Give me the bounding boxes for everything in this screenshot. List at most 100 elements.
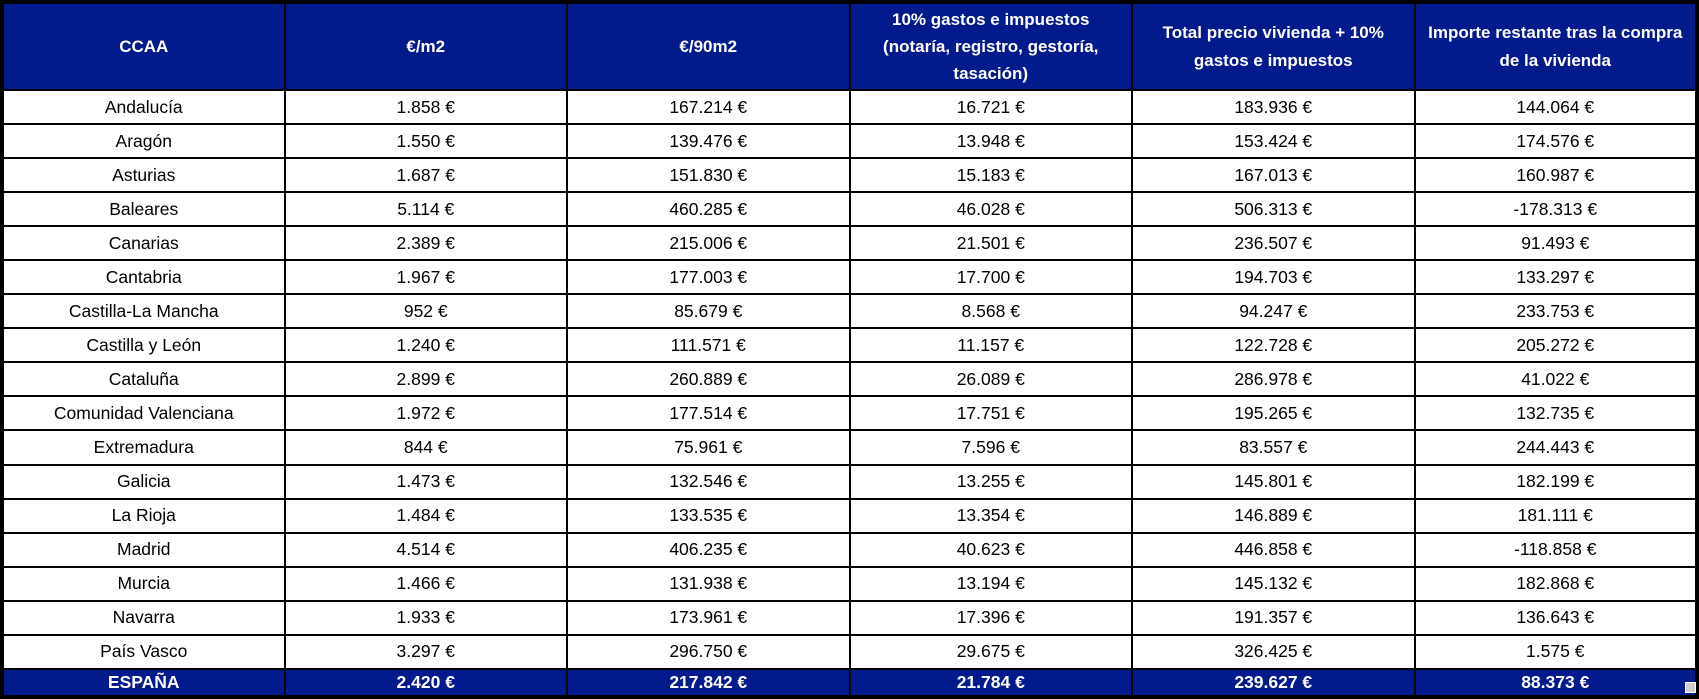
value-cell[interactable]: 122.728 € <box>1131 327 1416 364</box>
value-cell[interactable]: 286.978 € <box>1131 361 1416 398</box>
value-cell[interactable]: 145.801 € <box>1131 463 1416 500</box>
value-cell[interactable]: 83.557 € <box>1131 429 1416 466</box>
value-cell[interactable]: 177.003 € <box>566 259 851 296</box>
value-cell[interactable]: 46.028 € <box>848 191 1133 228</box>
value-cell[interactable]: 21.501 € <box>848 225 1133 262</box>
value-cell[interactable]: 844 € <box>283 429 568 466</box>
value-cell[interactable]: 13.948 € <box>848 123 1133 160</box>
value-cell[interactable]: 17.700 € <box>848 259 1133 296</box>
value-cell[interactable]: 215.006 € <box>566 225 851 262</box>
value-cell[interactable]: 132.735 € <box>1413 395 1698 432</box>
value-cell[interactable]: 167.214 € <box>566 88 851 126</box>
column-header-2[interactable]: €/90m2 <box>566 1 851 91</box>
value-cell[interactable]: 191.357 € <box>1131 599 1416 636</box>
value-cell[interactable]: 17.396 € <box>848 599 1133 636</box>
value-cell[interactable]: 506.313 € <box>1131 191 1416 228</box>
value-cell[interactable]: 233.753 € <box>1413 293 1698 330</box>
region-name-cell[interactable]: Andalucía <box>1 88 286 126</box>
value-cell[interactable]: -118.858 € <box>1413 531 1698 568</box>
value-cell[interactable]: 41.022 € <box>1413 361 1698 398</box>
value-cell[interactable]: 1.575 € <box>1413 633 1698 671</box>
value-cell[interactable]: 160.987 € <box>1413 157 1698 194</box>
value-cell[interactable]: 1.240 € <box>283 327 568 364</box>
value-cell[interactable]: 7.596 € <box>848 429 1133 466</box>
total-value-cell[interactable]: 239.627 € <box>1131 668 1416 698</box>
value-cell[interactable]: 29.675 € <box>848 633 1133 671</box>
region-name-cell[interactable]: Cantabria <box>1 259 286 296</box>
region-name-cell[interactable]: Extremadura <box>1 429 286 466</box>
value-cell[interactable]: 446.858 € <box>1131 531 1416 568</box>
value-cell[interactable]: 260.889 € <box>566 361 851 398</box>
value-cell[interactable]: 182.868 € <box>1413 565 1698 602</box>
value-cell[interactable]: 13.194 € <box>848 565 1133 602</box>
value-cell[interactable]: 194.703 € <box>1131 259 1416 296</box>
value-cell[interactable]: 11.157 € <box>848 327 1133 364</box>
total-value-cell[interactable]: 88.373 € <box>1413 668 1698 698</box>
total-row-label-cell[interactable]: ESPAÑA <box>1 668 286 698</box>
value-cell[interactable]: 4.514 € <box>283 531 568 568</box>
region-name-cell[interactable]: Aragón <box>1 123 286 160</box>
value-cell[interactable]: 91.493 € <box>1413 225 1698 262</box>
value-cell[interactable]: 111.571 € <box>566 327 851 364</box>
value-cell[interactable]: 17.751 € <box>848 395 1133 432</box>
total-value-cell[interactable]: 2.420 € <box>283 668 568 698</box>
column-header-1[interactable]: €/m2 <box>283 1 568 91</box>
value-cell[interactable]: 1.687 € <box>283 157 568 194</box>
region-name-cell[interactable]: Comunidad Valenciana <box>1 395 286 432</box>
value-cell[interactable]: 94.247 € <box>1131 293 1416 330</box>
value-cell[interactable]: 146.889 € <box>1131 497 1416 534</box>
value-cell[interactable]: 132.546 € <box>566 463 851 500</box>
column-header-4[interactable]: Total precio vivienda + 10% gastos e imp… <box>1131 1 1416 91</box>
value-cell[interactable]: -178.313 € <box>1413 191 1698 228</box>
region-name-cell[interactable]: Madrid <box>1 531 286 568</box>
value-cell[interactable]: 133.297 € <box>1413 259 1698 296</box>
value-cell[interactable]: 136.643 € <box>1413 599 1698 636</box>
column-header-5[interactable]: Importe restante tras la compra de la vi… <box>1413 1 1698 91</box>
value-cell[interactable]: 1.550 € <box>283 123 568 160</box>
value-cell[interactable]: 151.830 € <box>566 157 851 194</box>
value-cell[interactable]: 174.576 € <box>1413 123 1698 160</box>
region-name-cell[interactable]: Castilla-La Mancha <box>1 293 286 330</box>
value-cell[interactable]: 144.064 € <box>1413 88 1698 126</box>
region-name-cell[interactable]: Navarra <box>1 599 286 636</box>
value-cell[interactable]: 326.425 € <box>1131 633 1416 671</box>
value-cell[interactable]: 8.568 € <box>848 293 1133 330</box>
region-name-cell[interactable]: País Vasco <box>1 633 286 671</box>
value-cell[interactable]: 1.972 € <box>283 395 568 432</box>
region-name-cell[interactable]: Canarias <box>1 225 286 262</box>
region-name-cell[interactable]: Cataluña <box>1 361 286 398</box>
value-cell[interactable]: 16.721 € <box>848 88 1133 126</box>
value-cell[interactable]: 131.938 € <box>566 565 851 602</box>
value-cell[interactable]: 460.285 € <box>566 191 851 228</box>
value-cell[interactable]: 183.936 € <box>1131 88 1416 126</box>
value-cell[interactable]: 139.476 € <box>566 123 851 160</box>
region-name-cell[interactable]: Castilla y León <box>1 327 286 364</box>
value-cell[interactable]: 177.514 € <box>566 395 851 432</box>
value-cell[interactable]: 153.424 € <box>1131 123 1416 160</box>
value-cell[interactable]: 2.389 € <box>283 225 568 262</box>
region-name-cell[interactable]: Asturias <box>1 157 286 194</box>
value-cell[interactable]: 182.199 € <box>1413 463 1698 500</box>
value-cell[interactable]: 296.750 € <box>566 633 851 671</box>
value-cell[interactable]: 26.089 € <box>848 361 1133 398</box>
selection-fill-handle[interactable] <box>1685 682 1696 693</box>
value-cell[interactable]: 406.235 € <box>566 531 851 568</box>
value-cell[interactable]: 1.933 € <box>283 599 568 636</box>
value-cell[interactable]: 1.484 € <box>283 497 568 534</box>
value-cell[interactable]: 13.354 € <box>848 497 1133 534</box>
value-cell[interactable]: 952 € <box>283 293 568 330</box>
value-cell[interactable]: 85.679 € <box>566 293 851 330</box>
value-cell[interactable]: 15.183 € <box>848 157 1133 194</box>
value-cell[interactable]: 205.272 € <box>1413 327 1698 364</box>
region-name-cell[interactable]: Baleares <box>1 191 286 228</box>
value-cell[interactable]: 236.507 € <box>1131 225 1416 262</box>
value-cell[interactable]: 244.443 € <box>1413 429 1698 466</box>
value-cell[interactable]: 173.961 € <box>566 599 851 636</box>
column-header-3[interactable]: 10% gastos e impuestos (notaría, registr… <box>848 1 1133 91</box>
value-cell[interactable]: 167.013 € <box>1131 157 1416 194</box>
value-cell[interactable]: 2.899 € <box>283 361 568 398</box>
total-value-cell[interactable]: 217.842 € <box>566 668 851 698</box>
value-cell[interactable]: 145.132 € <box>1131 565 1416 602</box>
region-name-cell[interactable]: Galicia <box>1 463 286 500</box>
value-cell[interactable]: 133.535 € <box>566 497 851 534</box>
